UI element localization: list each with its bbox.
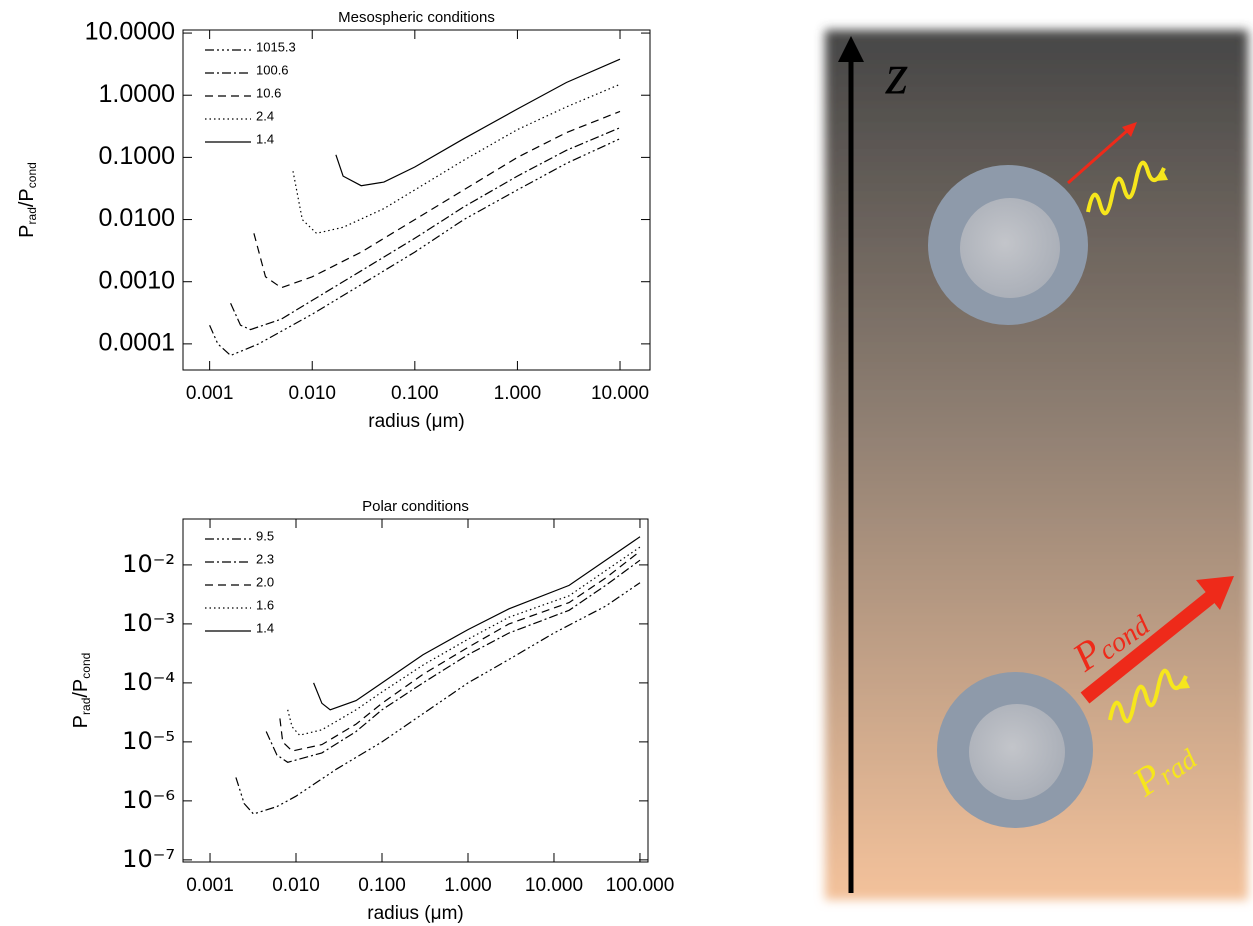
y-tick-label: 0.1000 — [99, 142, 175, 170]
series-line — [287, 546, 641, 736]
x-tick-label: 1.000 — [444, 875, 492, 896]
legend-label: 1015.3 — [256, 39, 296, 54]
series-line — [253, 110, 621, 289]
particle-inner — [969, 704, 1065, 800]
x-tick-label: 0.100 — [391, 383, 439, 404]
cond-arrow — [1067, 128, 1129, 185]
rad-wave-head — [1155, 168, 1168, 181]
y-axis-label: Prad/Pcond — [16, 162, 39, 238]
y-axis-label-subscript: rad — [79, 698, 93, 715]
chart-title: Polar conditions — [362, 498, 469, 515]
y-axis-label-part: /P — [70, 679, 92, 698]
x-tick-label: 0.001 — [186, 383, 234, 404]
series-line — [292, 83, 621, 234]
y-tick-label: 0.0100 — [99, 204, 175, 232]
x-axis-label: radius (μm) — [368, 411, 464, 432]
y-axis-label-subscript: rad — [25, 207, 39, 224]
legend-label: 100.6 — [256, 62, 289, 77]
particle-inner — [960, 198, 1060, 298]
y-tick-label: 10⁻⁶ — [122, 786, 175, 814]
x-tick-label: 0.010 — [288, 383, 336, 404]
legend-label: 1.6 — [256, 597, 274, 612]
y-tick-label: 10⁻⁷ — [122, 845, 175, 873]
series-line — [279, 550, 641, 752]
plot-frame — [182, 29, 651, 371]
x-tick-label: 100.000 — [606, 875, 675, 896]
series-line — [313, 536, 641, 711]
illustration: z Pcond Prad — [825, 30, 1248, 900]
y-axis-label: Prad/Pcond — [70, 653, 93, 729]
plot-frame — [182, 518, 649, 863]
chart-title: Mesospheric conditions — [338, 9, 495, 26]
series-line — [235, 582, 641, 815]
legend-label: 1.4 — [256, 620, 274, 635]
z-arrowhead — [838, 36, 864, 62]
x-tick-label: 10.000 — [591, 383, 649, 404]
series-line — [335, 58, 621, 187]
y-axis-label-part: P — [16, 224, 38, 237]
series-line — [230, 127, 621, 331]
legend-label: 10.6 — [256, 85, 281, 100]
x-tick-label: 10.000 — [525, 875, 583, 896]
y-tick-label: 10.0000 — [85, 18, 175, 46]
x-tick-label: 0.010 — [272, 875, 320, 896]
series-line — [209, 138, 621, 357]
x-tick-label: 0.100 — [358, 875, 406, 896]
legend-label: 9.5 — [256, 528, 274, 543]
y-axis-label-part: P — [70, 715, 92, 728]
chart: Polar conditions 0.001 0.010 0.100 1.000 10.0… — [70, 498, 674, 924]
y-tick-label: 10⁻⁵ — [122, 727, 175, 755]
y-axis-label-subscript: cond — [79, 653, 93, 679]
cond-arrowhead — [1122, 122, 1137, 137]
y-tick-label: 0.0001 — [99, 328, 175, 356]
y-tick-label: 10⁻³ — [122, 609, 175, 637]
y-axis-label-part: /P — [16, 188, 38, 207]
x-axis-label: radius (μm) — [367, 903, 463, 924]
rad-wave-head — [1177, 676, 1190, 689]
x-tick-label: 1.000 — [494, 383, 542, 404]
legend-label: 2.3 — [256, 551, 274, 566]
legend-label: 1.4 — [256, 131, 274, 146]
x-tick-label: 0.001 — [186, 875, 234, 896]
cond-arrow — [1080, 590, 1217, 704]
y-tick-label: 1.0000 — [99, 80, 175, 108]
rad-wave — [1108, 668, 1188, 724]
y-tick-label: 10⁻² — [122, 550, 175, 578]
z-label: z — [885, 41, 909, 106]
chart: Mesospheric conditions 0.001 0.010 0.100 1.0… — [16, 9, 651, 432]
y-tick-label: 10⁻⁴ — [122, 668, 175, 696]
rad-wave — [1086, 160, 1166, 216]
legend-label: 2.0 — [256, 574, 274, 589]
cond-arrowhead — [1196, 576, 1234, 610]
legend-label: 2.4 — [256, 108, 274, 123]
y-axis-label-subscript: cond — [25, 162, 39, 188]
series-line — [265, 559, 641, 763]
y-tick-label: 0.0010 — [99, 266, 175, 294]
